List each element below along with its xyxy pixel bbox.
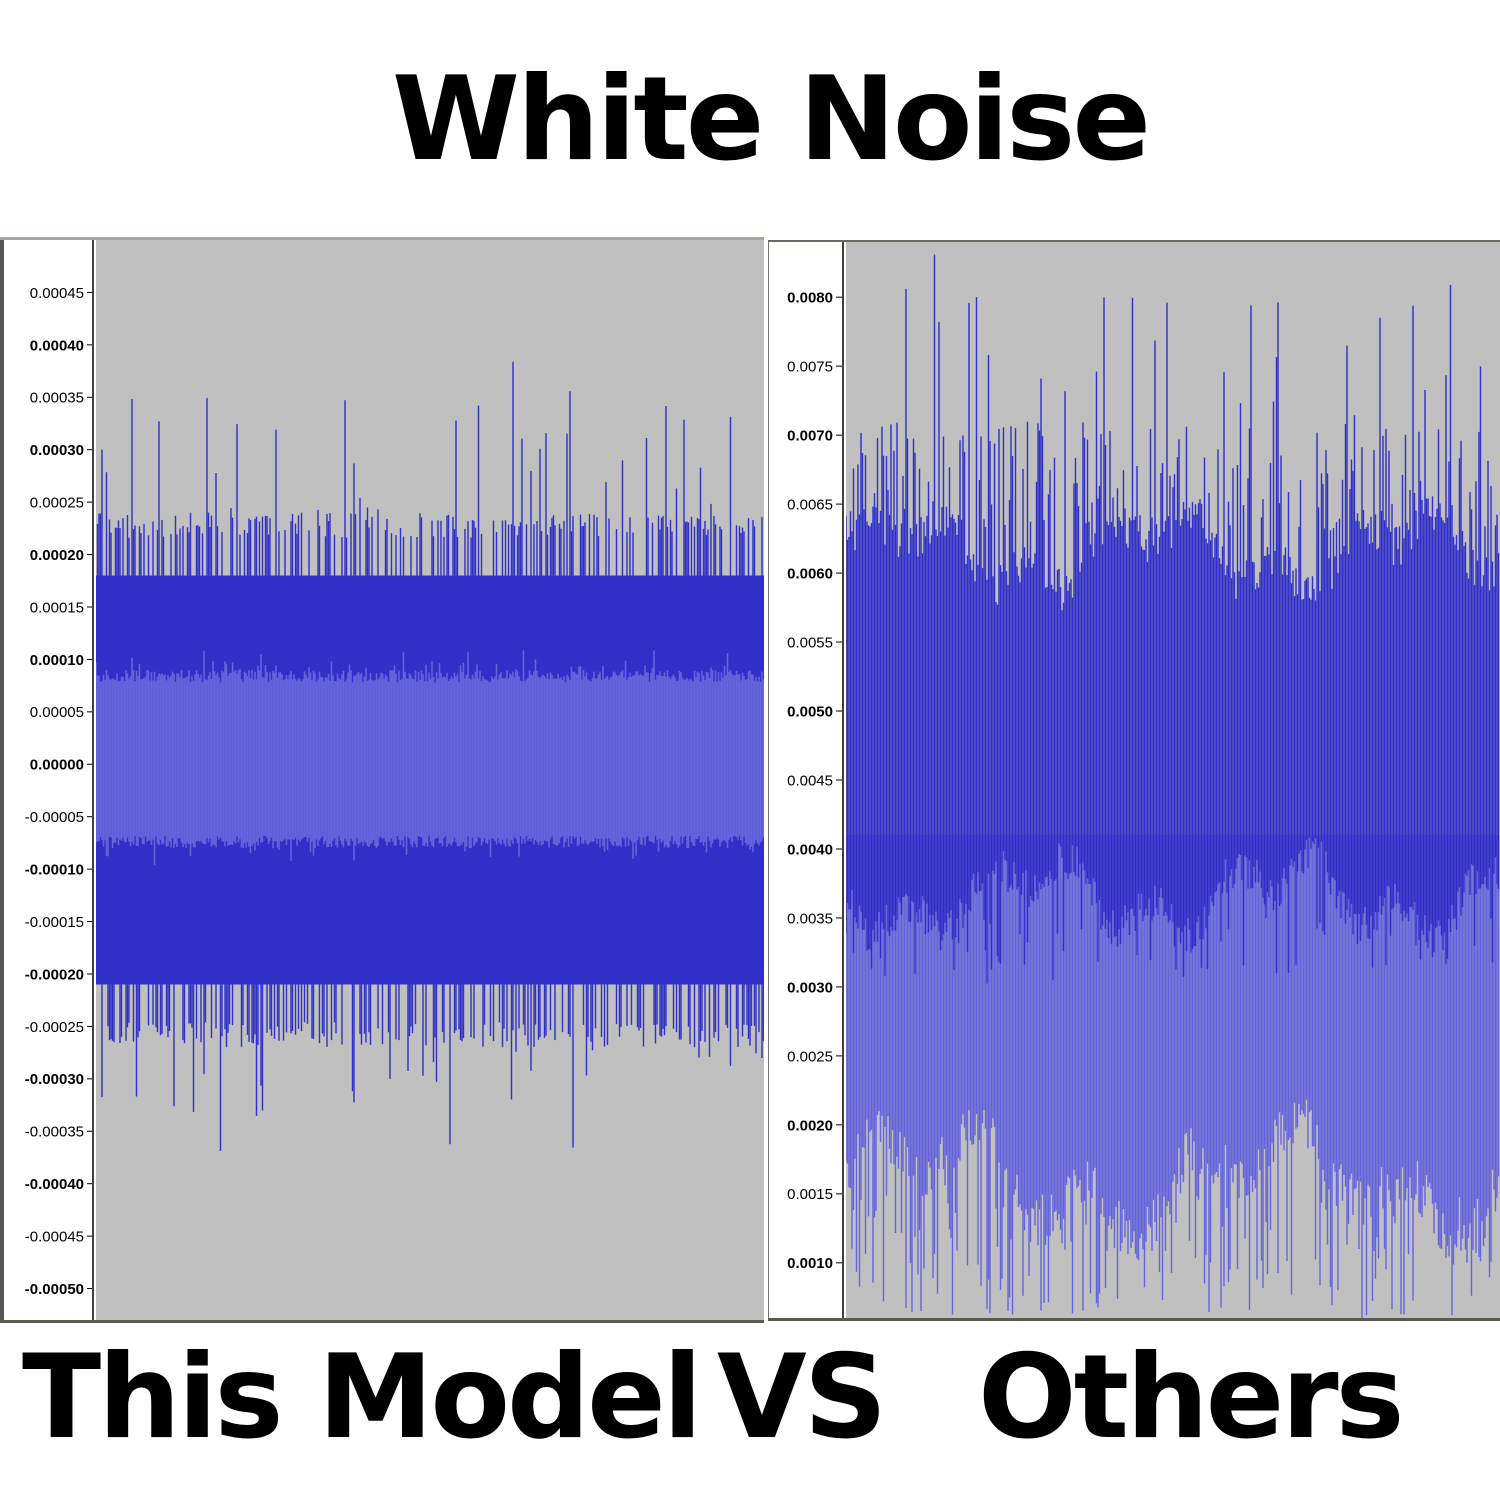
y-tick-label: 0.0060 — [787, 565, 833, 582]
y-tick-label: -0.00050 — [25, 1281, 84, 1298]
y-axis-left: 0.00045 0.00040 0.00035 0.00030 0.00025 0.000… — [25, 285, 92, 1298]
waveform-panel-this-model: 0.00045 0.00040 0.00035 0.00030 0.00025 0.000… — [0, 237, 764, 1323]
y-tick-label: -0.00040 — [25, 1176, 84, 1193]
y-tick-label: 0.00030 — [30, 442, 84, 459]
y-tick-label: 0.0080 — [787, 290, 833, 307]
caption-vs: VS — [717, 1330, 887, 1465]
y-tick-label: 0.0015 — [787, 1186, 833, 1203]
y-tick-label: 0.00025 — [30, 495, 84, 512]
chart-title: White Noise — [391, 52, 1151, 187]
y-tick-label: 0.0070 — [787, 428, 833, 445]
y-tick-label: -0.00030 — [25, 1071, 84, 1088]
y-tick-label: 0.0050 — [787, 703, 833, 720]
y-tick-label: 0.0030 — [787, 979, 833, 996]
waveform-peaks — [846, 254, 1500, 984]
y-tick-label: -0.00045 — [25, 1229, 84, 1246]
caption-this-model: This Model — [22, 1330, 702, 1465]
y-tick-label: 0.00040 — [30, 337, 84, 354]
y-tick-label: -0.00015 — [25, 914, 84, 931]
y-axis-right: 0.0080 0.0075 0.0070 0.0065 0.0060 0.0055 0.00… — [787, 290, 842, 1272]
caption-others: Others — [978, 1330, 1405, 1465]
y-tick-label: 0.0045 — [787, 772, 833, 789]
y-tick-label: -0.00025 — [25, 1019, 84, 1036]
y-axis-ruler-left: 0.00045 0.00040 0.00035 0.00030 0.00025 0.000… — [0, 240, 94, 1320]
y-tick-label: 0.0055 — [787, 634, 833, 651]
waveform-plot-left — [96, 240, 764, 1320]
y-tick-label: -0.00020 — [25, 966, 84, 983]
y-tick-label: -0.00010 — [25, 862, 84, 879]
y-axis-ruler-right: 0.0080 0.0075 0.0070 0.0065 0.0060 0.0055 0.00… — [768, 242, 844, 1318]
y-tick-label: 0.00005 — [30, 704, 84, 721]
y-tick-label: 0.00035 — [30, 390, 84, 407]
y-tick-label: 0.00045 — [30, 285, 84, 302]
waveform-right — [846, 254, 1500, 1318]
y-tick-label: 0.0025 — [787, 1048, 833, 1065]
y-tick-label: 0.00000 — [30, 757, 84, 774]
y-tick-label: 0.0040 — [787, 841, 833, 858]
y-tick-label: 0.00015 — [30, 599, 84, 616]
waveform-rms — [96, 650, 764, 866]
y-tick-label: 0.0065 — [787, 497, 833, 514]
waveform-panel-others: 0.0080 0.0075 0.0070 0.0065 0.0060 0.0055 0.00… — [768, 240, 1500, 1321]
waveform-plot-right — [846, 242, 1500, 1318]
y-tick-label: 0.00010 — [30, 652, 84, 669]
y-tick-label: 0.0035 — [787, 910, 833, 927]
y-tick-label: 0.0075 — [787, 359, 833, 376]
y-tick-label: 0.0010 — [787, 1255, 833, 1272]
y-tick-label: 0.0020 — [787, 1117, 833, 1134]
y-tick-label: 0.00020 — [30, 547, 84, 564]
y-tick-label: -0.00035 — [25, 1124, 84, 1141]
y-tick-label: -0.00005 — [25, 809, 84, 826]
waveform-left — [96, 361, 764, 1152]
